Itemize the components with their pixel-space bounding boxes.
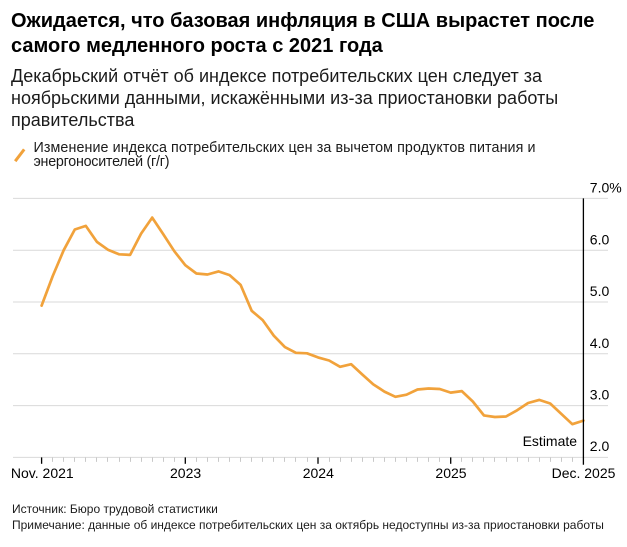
svg-text:2024: 2024 <box>303 465 334 481</box>
svg-text:2025: 2025 <box>435 465 466 481</box>
svg-text:2023: 2023 <box>170 465 201 481</box>
svg-text:3.0: 3.0 <box>590 387 610 403</box>
svg-text:5.0: 5.0 <box>590 283 610 299</box>
svg-text:7.0%: 7.0% <box>590 179 622 195</box>
svg-text:6.0: 6.0 <box>590 231 610 247</box>
svg-text:Dec. 2025: Dec. 2025 <box>552 465 616 481</box>
svg-text:4.0: 4.0 <box>590 335 610 351</box>
svg-text:Nov. 2021: Nov. 2021 <box>11 465 74 481</box>
svg-text:2.0: 2.0 <box>590 438 610 454</box>
svg-text:Estimate: Estimate <box>523 433 578 449</box>
